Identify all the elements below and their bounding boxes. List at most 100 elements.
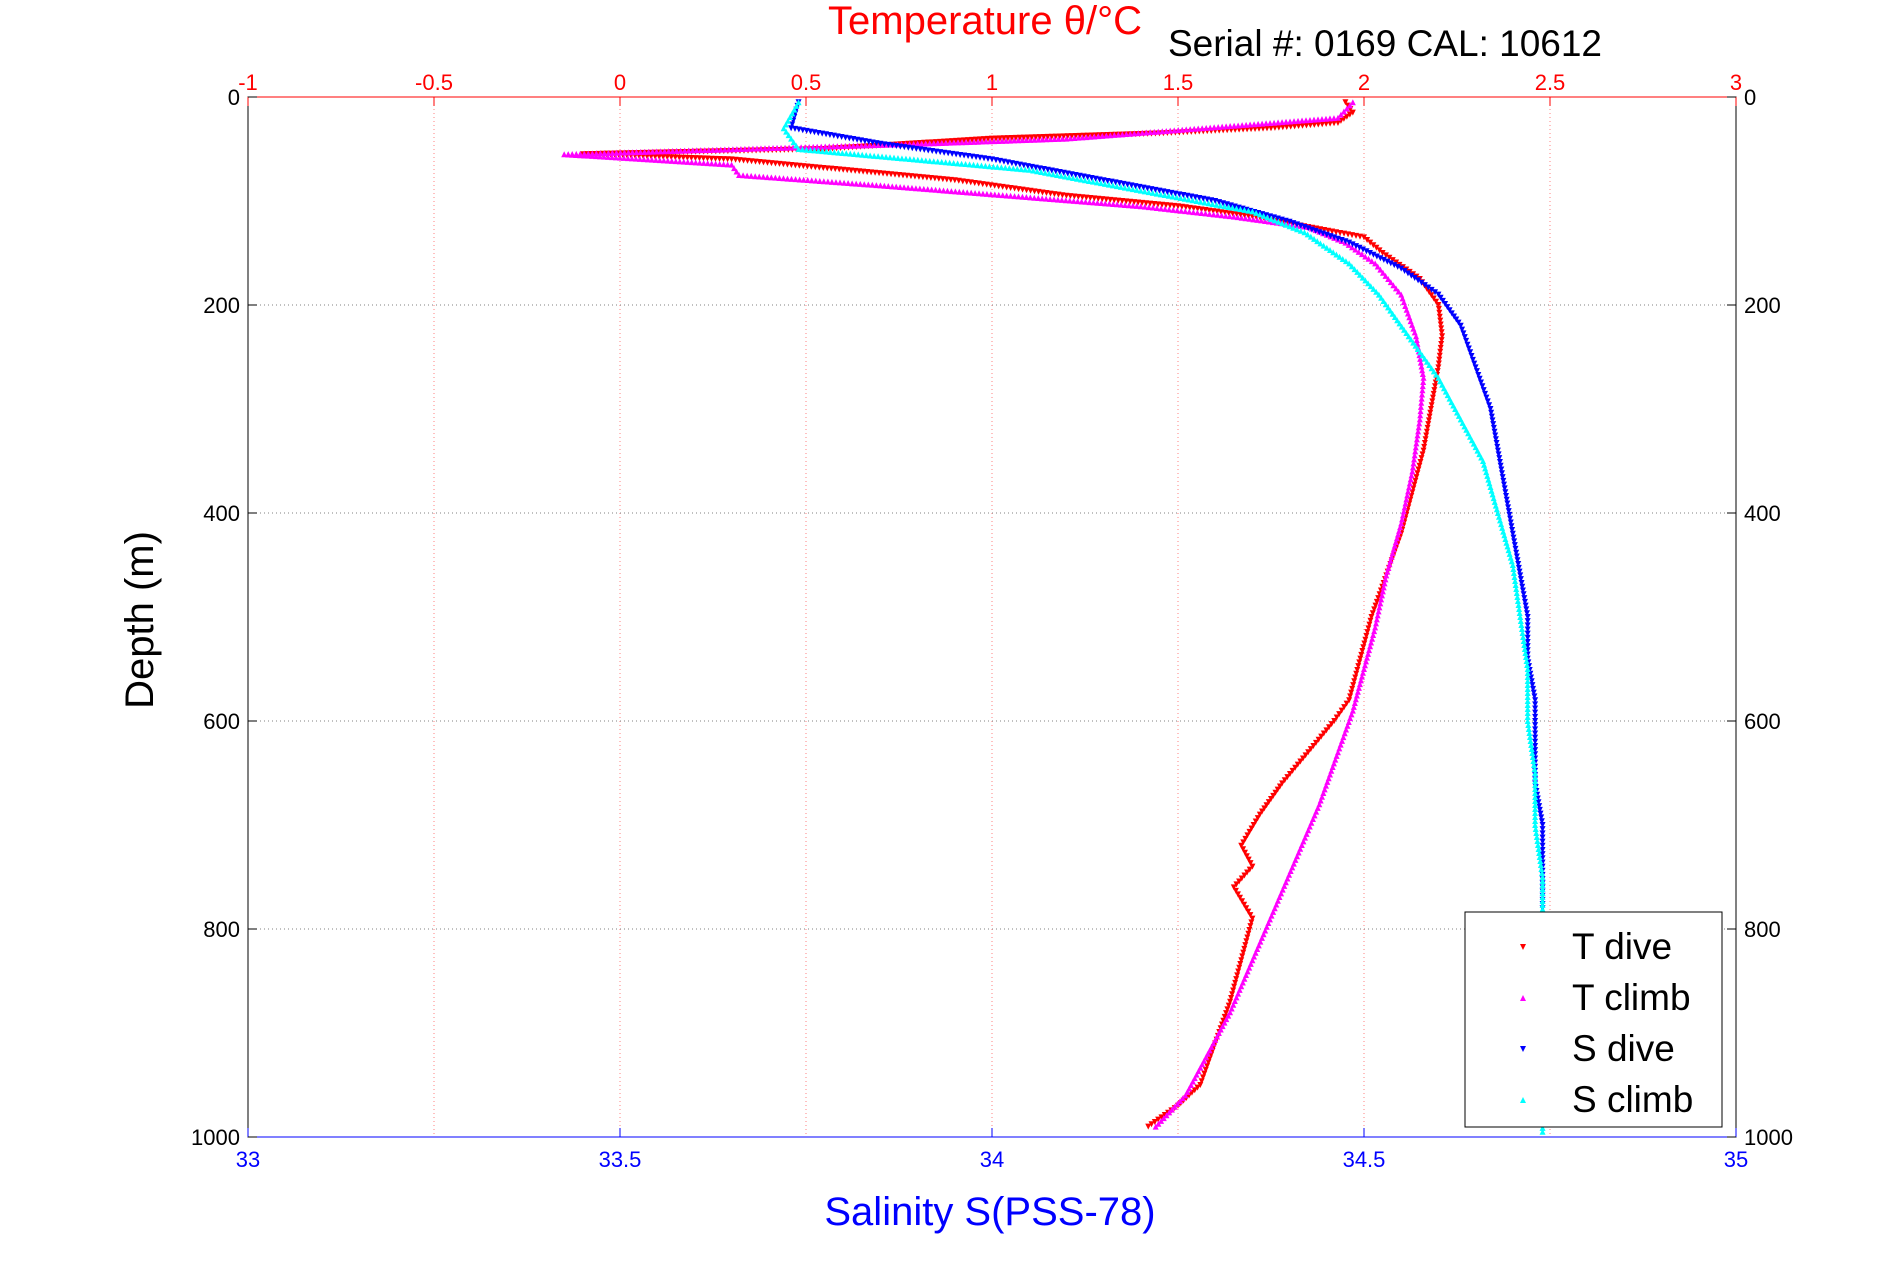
interpolated-point [597,150,604,157]
interpolated-point [1417,359,1424,366]
interpolated-point [887,154,894,161]
interpolated-point [1083,134,1090,141]
interpolated-point [1292,764,1299,771]
interpolated-point [1417,458,1424,465]
interpolated-point [1524,630,1531,637]
interpolated-point [1537,862,1544,868]
interpolated-point [1499,474,1506,481]
interpolated-point [1510,570,1517,576]
interpolated-point [1467,349,1474,356]
interpolated-point [1539,838,1546,845]
interpolated-point [1490,421,1497,428]
interpolated-point [1190,209,1197,216]
interpolated-point [1501,485,1508,492]
interpolated-point [883,153,890,160]
interpolated-point [708,160,715,167]
interpolated-point [1287,123,1294,130]
data-point [795,99,802,106]
interpolated-point [1370,242,1377,249]
interpolated-point [628,155,635,162]
interpolated-point [924,186,931,193]
interpolated-point [1155,128,1162,135]
interpolated-point [1031,136,1038,143]
interpolated-point [1518,579,1525,586]
interpolated-point [1242,942,1249,949]
interpolated-point [648,156,655,163]
interpolated-point [1510,566,1517,572]
interpolated-point [1439,297,1446,304]
interpolated-point [782,144,789,151]
interpolated-point [1529,682,1536,689]
interpolated-point [1421,440,1428,447]
interpolated-point [1527,670,1534,677]
interpolated-point [1295,123,1302,130]
interpolated-point [1513,590,1520,596]
interpolated-point [752,158,759,165]
right-axis-ticks: 0 200 400 600 800 1000 [1727,85,1793,1150]
interpolated-point [1412,444,1419,451]
interpolated-point [907,173,914,180]
interpolated-point [1159,128,1166,135]
interpolated-point [1531,766,1538,772]
interpolated-point [843,150,850,157]
interpolated-point [926,157,933,164]
interpolated-point [1163,202,1170,209]
interpolated-point [1488,487,1495,494]
interpolated-point [1364,654,1371,661]
interpolated-point [1527,738,1534,744]
interpolated-point [1283,118,1290,125]
interpolated-point [796,162,803,169]
interpolated-point [945,138,952,145]
interpolated-point [605,153,612,160]
interpolated-point [868,169,875,176]
interpolated-point [653,148,660,155]
interpolated-point [1521,642,1528,648]
interpolated-point [1219,123,1226,130]
interpolated-point [1521,646,1528,652]
interpolated-point [878,141,885,148]
interpolated-point [995,191,1002,198]
interpolated-point [978,162,985,169]
interpolated-point [1401,326,1408,333]
data-point [989,135,995,142]
interpolated-point [1492,432,1499,439]
interpolated-point [1374,263,1381,270]
interpolated-point [1442,300,1449,307]
interpolated-point [1067,193,1074,200]
interpolated-point [1107,132,1114,139]
interpolated-point [1323,120,1330,127]
interpolated-point [1115,197,1122,204]
data-point [1145,1123,1152,1130]
interpolated-point [837,179,844,186]
interpolated-point [954,139,961,146]
legend-marker [1520,995,1526,1001]
interpolated-point [1384,568,1391,575]
interpolated-point [672,154,679,161]
interpolated-point [1444,304,1451,311]
interpolated-point [1519,587,1526,594]
interpolated-point [1086,199,1093,206]
data-point [1539,1128,1546,1135]
interpolated-point [836,166,843,173]
interpolated-point [1207,124,1214,131]
interpolated-point [820,164,827,171]
interpolated-point [1491,498,1498,505]
interpolated-point [1234,891,1241,898]
interpolated-point [1246,926,1253,933]
interpolated-point [1380,584,1387,591]
interpolated-point [1505,547,1512,554]
data-point [914,140,921,147]
interpolated-point [1210,211,1217,218]
interpolated-point [1352,696,1359,703]
interpolated-point [1525,726,1532,732]
interpolated-point [1524,686,1531,692]
interpolated-point [790,139,797,146]
interpolated-point [1437,294,1444,301]
interpolated-point [1436,309,1443,316]
data-point [1524,666,1531,672]
interpolated-point [1070,174,1077,181]
interpolated-point [812,177,819,184]
interpolated-point [960,189,967,196]
top-tick-label: 2.5 [1535,70,1566,95]
left-tick-label: 200 [203,293,240,318]
